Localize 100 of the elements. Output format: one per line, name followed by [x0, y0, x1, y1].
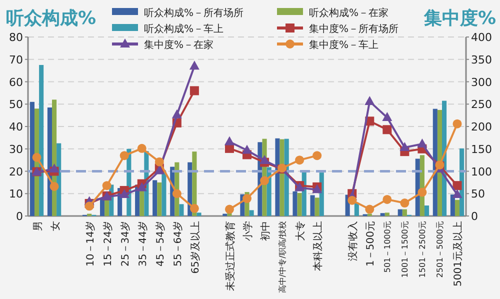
y-tick-label: 30	[9, 142, 23, 156]
y2-tick-label: 150	[471, 142, 492, 156]
point	[400, 142, 410, 152]
point	[189, 60, 200, 70]
point	[452, 119, 462, 128]
x-tick-label: 45－54岁	[154, 221, 166, 266]
point	[260, 176, 270, 186]
x-tick-label: 未受过正式教育	[224, 221, 236, 291]
bar	[30, 102, 34, 216]
y-tick-label: 10	[9, 188, 23, 201]
y2-tick-label: 200	[471, 120, 492, 134]
point	[224, 204, 234, 214]
bar	[424, 205, 430, 216]
y2-tick-label: 50	[471, 188, 485, 201]
point	[120, 151, 129, 160]
point	[382, 125, 392, 134]
legend-label: 集中度%－车上	[309, 39, 379, 51]
y-tick-label: 20	[9, 165, 23, 178]
y-tick-label: 0	[16, 210, 23, 223]
point	[49, 164, 60, 173]
point	[190, 204, 199, 213]
x-tick-label: 高中/中专/职高/技校	[278, 221, 288, 294]
y-tick-label: 70	[9, 53, 23, 66]
y-tick-label: 80	[9, 31, 23, 44]
x-tick-label: 10－14岁	[84, 221, 96, 266]
x-tick-label: 1001－1500元	[400, 221, 410, 278]
y-axis-title: 听众构成%	[6, 8, 96, 29]
x-tick-label: 55－64岁	[172, 221, 184, 266]
point	[348, 196, 357, 205]
x-tick-label: 1－500元	[366, 221, 377, 266]
point	[312, 151, 322, 160]
x-tick-label: 男	[32, 221, 44, 231]
legend-label: 集中度%－所有场所	[309, 23, 399, 35]
point	[400, 198, 410, 208]
point	[452, 189, 462, 198]
x-tick-label: 没有收入	[347, 221, 360, 261]
x-tick-label: 本科及以上	[312, 221, 324, 271]
x-tick-label: 大专	[294, 221, 307, 241]
point	[364, 96, 375, 105]
bar	[140, 189, 144, 216]
point	[136, 182, 147, 192]
point	[295, 156, 304, 165]
x-tick-label: 小学	[242, 221, 254, 241]
point	[452, 181, 462, 190]
point	[190, 86, 199, 96]
bar	[39, 64, 44, 216]
bar	[162, 171, 166, 216]
point	[50, 182, 59, 191]
y-tick-label: 50	[9, 98, 23, 112]
y2-tick-label: 300	[471, 76, 492, 89]
y2-axis-title: 集中度%	[422, 8, 496, 29]
point	[260, 155, 270, 164]
x-tick-label: 35－44岁	[136, 221, 149, 266]
x-tick-label: 25－34岁	[119, 221, 132, 266]
point	[172, 189, 182, 198]
bar	[310, 195, 315, 216]
y2-tick-label: 350	[471, 53, 492, 66]
bar	[398, 209, 402, 216]
bar	[450, 194, 455, 216]
bar	[152, 180, 158, 216]
y2-tick-label: 250	[471, 98, 492, 112]
bar	[249, 210, 254, 216]
y2-tick-label: 100	[471, 165, 492, 178]
legend-label: 听众构成%－在家	[309, 7, 389, 19]
bar	[402, 209, 407, 216]
x-tick-label: 初中	[260, 221, 272, 241]
x-tick-label: 女	[49, 221, 62, 231]
point	[102, 181, 112, 190]
x-tick-label: 2501－5000元	[436, 221, 445, 278]
x-tick-label: 501－1000元	[383, 221, 392, 273]
x-tick-label: 1501－2500元	[418, 221, 428, 278]
point	[172, 109, 182, 118]
x-tick-label: 15－24岁	[102, 221, 114, 266]
point	[242, 194, 252, 204]
bar	[380, 213, 385, 216]
y2-tick-label: 0	[471, 210, 478, 223]
point	[154, 157, 164, 166]
bar	[314, 198, 320, 216]
point	[417, 138, 428, 148]
bar	[454, 200, 460, 216]
bar	[292, 191, 298, 216]
point	[365, 204, 374, 214]
legend-label: 集中度%－在家	[144, 39, 214, 51]
point	[418, 188, 427, 197]
bar	[179, 204, 184, 216]
point	[242, 144, 252, 154]
y2-tick-label: 400	[471, 31, 492, 44]
x-tick-label: 5001元及以上	[452, 221, 464, 286]
point	[119, 189, 130, 198]
legend-label: 听众构成%－所有场所	[144, 7, 244, 19]
y-tick-label: 60	[9, 76, 23, 89]
x-tick-label: 65岁及以上	[189, 221, 202, 274]
bar	[157, 182, 162, 216]
point	[137, 144, 146, 153]
point	[224, 136, 234, 146]
point	[382, 194, 392, 204]
bar	[196, 212, 202, 216]
legend-label: 听众构成%－车上	[144, 23, 224, 35]
point	[84, 202, 94, 211]
bar	[297, 192, 302, 216]
